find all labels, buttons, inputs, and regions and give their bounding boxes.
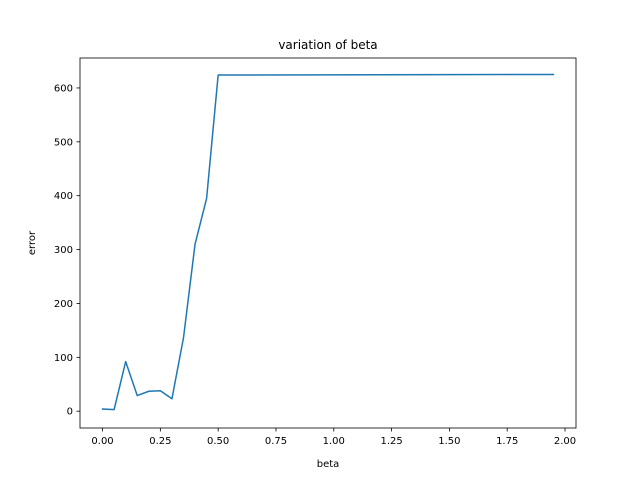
y-tick-label: 200 <box>54 299 73 310</box>
x-tick-label: 1.00 <box>323 436 345 447</box>
y-tick-label: 600 <box>54 83 73 94</box>
y-tick-label: 0 <box>67 407 73 418</box>
series-layer <box>101 73 555 411</box>
y-tick-label: 400 <box>54 191 73 202</box>
x-tick-label: 0.25 <box>149 436 171 447</box>
series-line <box>101 73 555 411</box>
ticks-layer: 0.00 0.25 0.50 0.75 1.00 1.25 1.50 1.75 2.00 0 100… <box>54 83 576 447</box>
x-tick-label: 0.00 <box>91 436 113 447</box>
y-tick-label: 300 <box>54 245 73 256</box>
y-axis-label: error <box>27 230 38 255</box>
x-tick-label: 0.75 <box>265 436 287 447</box>
plot-frame <box>79 57 577 429</box>
x-tick-label: 1.25 <box>380 436 402 447</box>
x-tick-label: 1.75 <box>496 436 518 447</box>
x-tick-label: 0.50 <box>207 436 229 447</box>
y-tick-label: 100 <box>54 353 73 364</box>
x-tick-label: 2.00 <box>554 436 576 447</box>
x-axis-label: beta <box>317 459 340 470</box>
x-tick-label: 1.50 <box>438 436 460 447</box>
y-tick-label: 500 <box>54 137 73 148</box>
chart-title: variation of beta <box>278 38 377 52</box>
